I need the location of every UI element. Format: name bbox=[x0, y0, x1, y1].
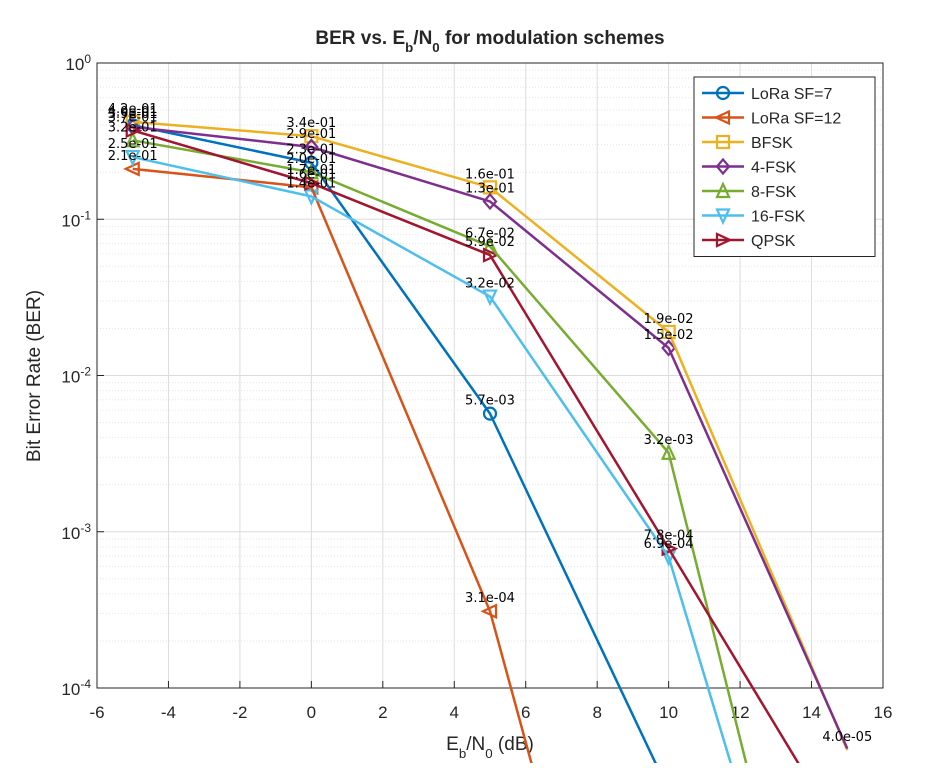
x-tick-label: 0 bbox=[307, 703, 316, 722]
data-point bbox=[660, 443, 677, 460]
y-axis-label: Bit Error Rate (BER) bbox=[24, 290, 45, 462]
data-label: 2.1e-01 bbox=[108, 149, 158, 164]
x-tick-label: -4 bbox=[161, 703, 176, 722]
x-tick-label: 16 bbox=[874, 703, 893, 722]
data-label: 3.2e-03 bbox=[644, 433, 694, 448]
text-part: for modulation schemes bbox=[440, 28, 665, 49]
tick-exponent: 0 bbox=[84, 52, 91, 66]
legend-label: 16-FSK bbox=[751, 209, 806, 226]
data-label: 6.7e-02 bbox=[465, 226, 515, 241]
data-label: 2.5e-01 bbox=[108, 137, 158, 152]
data-point bbox=[303, 138, 319, 156]
legend-marker bbox=[713, 109, 731, 126]
legend-marker bbox=[715, 232, 733, 248]
legend-label: BFSK bbox=[751, 135, 793, 152]
data-point bbox=[661, 324, 676, 340]
text-part: E bbox=[446, 734, 459, 755]
series-line bbox=[132, 123, 660, 768]
x-tick-label: 10 bbox=[659, 703, 678, 722]
series-line bbox=[132, 155, 734, 768]
y-tick-label: 10-2 bbox=[61, 365, 91, 387]
data-label: 7.8e-04 bbox=[644, 529, 694, 544]
x-axis-label: Eb/N0 (dB) bbox=[446, 734, 534, 761]
series-line bbox=[132, 125, 849, 750]
data-label: 3.1e-04 bbox=[465, 591, 515, 606]
tick-base: 10 bbox=[61, 680, 80, 699]
legend-marker bbox=[715, 85, 731, 101]
data-label: 2.9e-01 bbox=[286, 127, 336, 142]
data-label: 3.2e-02 bbox=[465, 277, 515, 292]
x-tick-label: -2 bbox=[232, 703, 247, 722]
legend-marker bbox=[715, 157, 731, 176]
x-tick-label: 4 bbox=[450, 703, 459, 722]
data-label: 4.0e-05 bbox=[822, 730, 872, 745]
data-point bbox=[482, 289, 498, 307]
data-label: 1.7e-01 bbox=[286, 163, 336, 178]
data-label: 1.4e-01 bbox=[286, 176, 336, 191]
series-line bbox=[132, 129, 803, 768]
tick-base: 10 bbox=[65, 55, 84, 74]
x-tick-label: 2 bbox=[378, 703, 387, 722]
data-label: 1.5e-02 bbox=[644, 328, 694, 343]
data-label: 4.2e-01 bbox=[108, 102, 158, 117]
series-line bbox=[132, 139, 749, 768]
data-point bbox=[482, 406, 498, 421]
text-part: BER vs. E bbox=[315, 28, 405, 49]
data-label: 6.9e-04 bbox=[644, 537, 694, 552]
y-tick-label: 10-4 bbox=[61, 677, 91, 699]
legend-label: LoRa SF=12 bbox=[751, 111, 841, 128]
text-part: b bbox=[405, 40, 413, 55]
legend-label: 4-FSK bbox=[751, 160, 797, 177]
tick-exponent: -4 bbox=[80, 677, 91, 691]
legend-marker bbox=[715, 208, 731, 226]
data-label: 1.6e-01 bbox=[465, 167, 515, 182]
legend-marker bbox=[715, 181, 731, 199]
data-label: 3.7e-01 bbox=[108, 110, 158, 125]
data-label: 2.0e-01 bbox=[286, 152, 336, 167]
legend-label: LoRa SF=7 bbox=[751, 86, 832, 103]
tick-exponent: -3 bbox=[80, 521, 91, 535]
data-label: 2.3e-01 bbox=[286, 143, 336, 158]
data-label: 1.6e-01 bbox=[286, 167, 336, 182]
y-tick-label: 10-1 bbox=[61, 208, 91, 230]
tick-exponent: -1 bbox=[80, 208, 91, 222]
tick-base: 10 bbox=[61, 211, 80, 230]
data-label: 3.2e-01 bbox=[108, 120, 158, 135]
y-tick-label: 100 bbox=[65, 52, 91, 74]
x-tick-label: 6 bbox=[521, 703, 530, 722]
x-tick-label: 14 bbox=[802, 703, 821, 722]
legend-label: QPSK bbox=[751, 233, 796, 250]
series-line bbox=[132, 120, 849, 751]
chart-title: BER vs. Eb/N0 for modulation schemes bbox=[315, 28, 664, 55]
series-line bbox=[132, 167, 535, 768]
axes-box bbox=[96, 62, 884, 689]
data-label: 3.9e-01 bbox=[108, 107, 158, 122]
data-label: 5.7e-03 bbox=[465, 394, 515, 409]
data-label: 5.9e-02 bbox=[465, 235, 515, 250]
text-part: /N bbox=[413, 28, 432, 49]
legend-label: 8-FSK bbox=[751, 184, 797, 201]
text-part: /N bbox=[466, 734, 485, 755]
x-tick-label: 8 bbox=[592, 703, 601, 722]
text-part: 0 bbox=[485, 746, 492, 761]
data-label: 1.9e-02 bbox=[644, 312, 694, 327]
data-label: 3.4e-01 bbox=[286, 116, 336, 131]
data-label: 1.3e-01 bbox=[465, 181, 515, 196]
tick-base: 10 bbox=[61, 524, 80, 543]
legend-marker bbox=[715, 134, 731, 150]
x-tick-label: -6 bbox=[89, 703, 104, 722]
text-part: 0 bbox=[432, 40, 439, 55]
text-part: b bbox=[459, 746, 466, 761]
tick-exponent: -2 bbox=[80, 365, 91, 379]
text-part: (dB) bbox=[493, 734, 534, 755]
data-label: 4.0e-01 bbox=[108, 105, 158, 120]
tick-base: 10 bbox=[61, 368, 80, 387]
y-tick-label: 10-3 bbox=[61, 521, 91, 543]
